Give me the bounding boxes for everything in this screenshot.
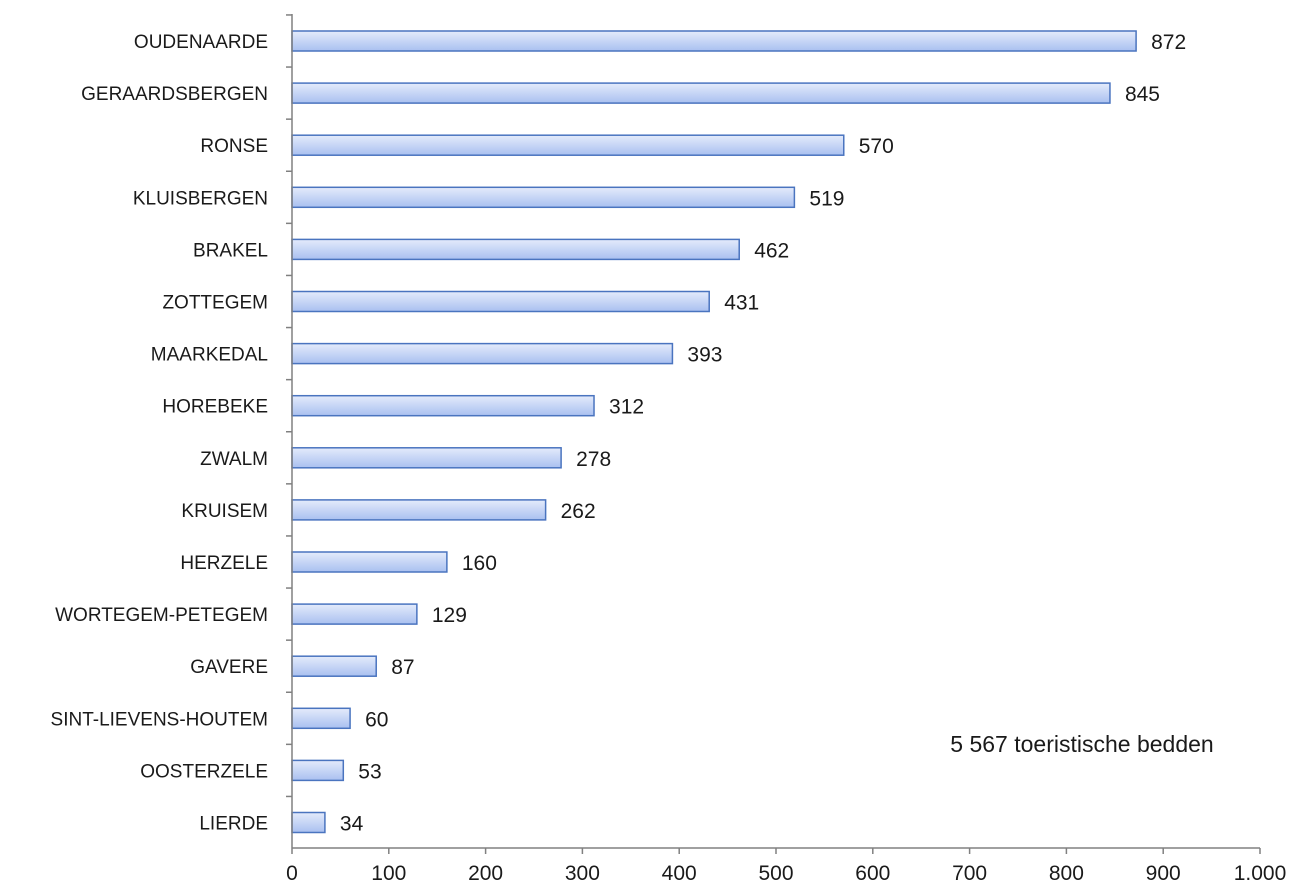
value-label: 34 xyxy=(340,813,364,836)
x-tick-label: 200 xyxy=(468,862,503,885)
bar-ronse xyxy=(291,134,845,156)
value-label: 462 xyxy=(754,239,789,262)
value-label: 393 xyxy=(687,344,722,367)
category-label: WORTEGEM-PETEGEM xyxy=(55,605,268,626)
category-label: OUDENAARDE xyxy=(134,32,268,53)
value-labels: 872 845 570 519 462 431 393 312 278 262 160 129 87 60… xyxy=(340,31,1186,836)
bar-gavere xyxy=(291,655,377,677)
value-label: 845 xyxy=(1125,83,1160,106)
x-tick-label: 700 xyxy=(952,862,987,885)
value-label: 262 xyxy=(561,500,596,523)
bar-kruisem xyxy=(291,499,547,521)
value-label: 87 xyxy=(391,656,414,679)
category-label: BRAKEL xyxy=(193,240,268,261)
bar-lierde xyxy=(291,811,326,834)
x-tick-label: 1.000 xyxy=(1234,862,1287,885)
bar-zwalm xyxy=(291,447,562,469)
total-beds-annotation: 5 567 toeristische bedden xyxy=(950,731,1213,757)
bar-horebeke xyxy=(291,394,595,417)
x-tick-label: 100 xyxy=(371,862,406,885)
bar-wortegem-petegem xyxy=(291,603,418,625)
category-label: KLUISBERGEN xyxy=(133,188,268,209)
bar-oudenaarde xyxy=(291,30,1137,52)
category-label: ZWALM xyxy=(200,449,268,470)
bar-brakel xyxy=(291,238,740,261)
category-label: RONSE xyxy=(200,136,268,157)
x-tick-label: 300 xyxy=(565,862,600,885)
bars-group xyxy=(291,30,1137,834)
bar-maarkedal xyxy=(291,342,674,365)
category-label: HERZELE xyxy=(180,553,268,574)
bar-zottegem xyxy=(291,290,710,313)
category-label: LIERDE xyxy=(199,814,268,835)
category-label: OOSTERZELE xyxy=(140,761,268,782)
value-label: 278 xyxy=(576,448,611,471)
bar-sint-lievens-houtem xyxy=(291,707,351,730)
value-label: 519 xyxy=(809,187,844,210)
x-tick-label: 600 xyxy=(855,862,890,885)
x-axis-ticks: 0 100 200 300 400 500 600 700 800 900 1.000 xyxy=(286,848,1286,885)
bar-oosterzele xyxy=(291,759,345,782)
x-tick-label: 0 xyxy=(286,862,298,885)
bar-herzele xyxy=(291,551,448,573)
category-label: GAVERE xyxy=(190,657,268,678)
value-label: 312 xyxy=(609,396,644,419)
value-label: 60 xyxy=(365,708,388,731)
value-label: 160 xyxy=(462,552,497,575)
category-label: SINT-LIEVENS-HOUTEM xyxy=(51,709,268,730)
category-label: MAARKEDAL xyxy=(151,345,268,366)
x-tick-label: 800 xyxy=(1049,862,1084,885)
value-label: 53 xyxy=(358,760,381,783)
value-label: 570 xyxy=(859,135,894,158)
category-labels: OUDENAARDE GERAARDSBERGEN RONSE KLUISBERGEN… xyxy=(51,32,268,835)
x-tick-label: 500 xyxy=(758,862,793,885)
x-tick-label: 400 xyxy=(662,862,697,885)
value-label: 431 xyxy=(724,292,759,315)
category-label: ZOTTEGEM xyxy=(162,293,268,314)
category-label: HOREBEKE xyxy=(162,397,268,418)
value-label: 872 xyxy=(1151,31,1186,54)
category-label: GERAARDSBERGEN xyxy=(81,84,268,105)
bar-kluisbergen xyxy=(291,186,796,209)
value-label: 129 xyxy=(432,604,467,627)
bar-geraardsbergen xyxy=(291,82,1111,104)
x-tick-label: 900 xyxy=(1146,862,1181,885)
category-label: KRUISEM xyxy=(181,501,268,522)
